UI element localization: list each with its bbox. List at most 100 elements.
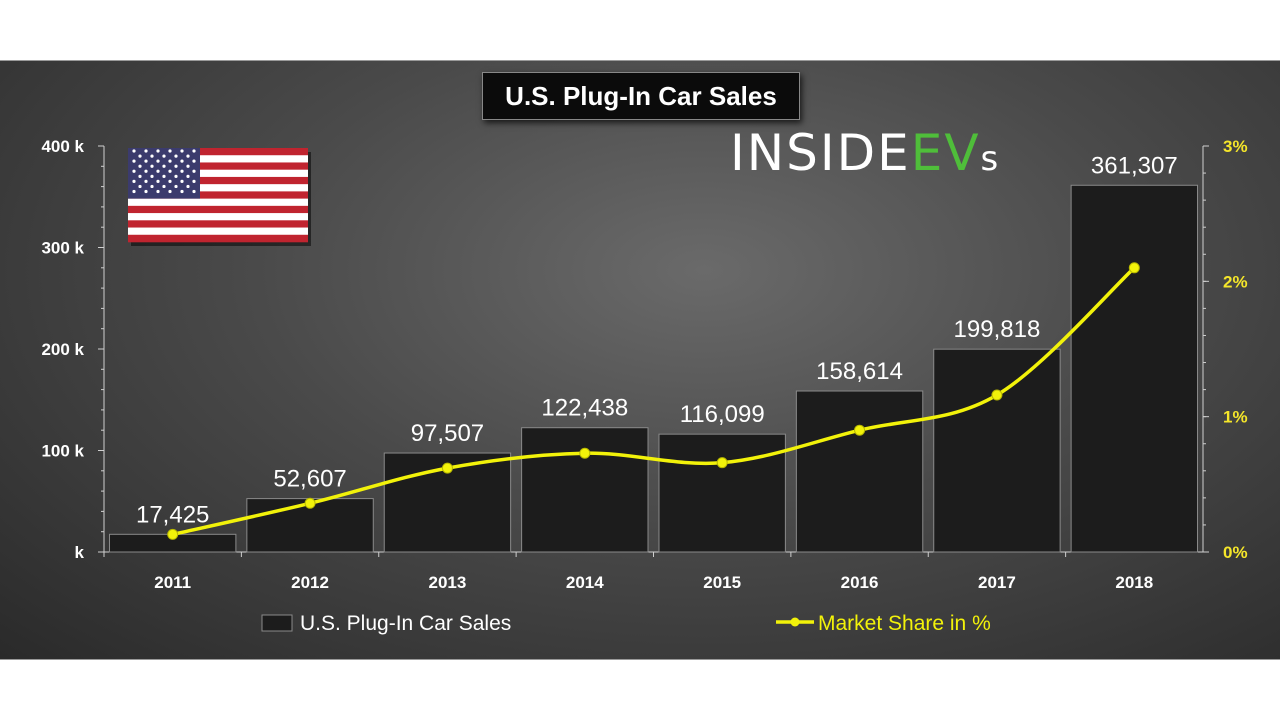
flag-stripe [128, 155, 308, 163]
bar [521, 427, 649, 553]
left-tick-label: 100 k [41, 442, 84, 461]
bar-value-label: 52,607 [273, 466, 346, 493]
legend-line-label: Market Share in % [818, 612, 991, 635]
flag-stripe [128, 169, 308, 178]
flag-stripe [128, 176, 308, 185]
flag-star [192, 169, 196, 173]
flag-star [132, 159, 136, 163]
flag-star [180, 189, 184, 194]
left-tick-label: 200 k [41, 340, 84, 359]
legend-line-marker [790, 617, 800, 627]
flag-stripe [128, 198, 308, 207]
legend: U.S. Plug-In Car Sales Market Share in % [261, 612, 991, 635]
flag-star [150, 164, 154, 168]
x-tick-label: 2017 [978, 573, 1016, 592]
flag-star [174, 164, 178, 168]
bar [933, 348, 1061, 553]
logo-accent: EV [910, 124, 981, 182]
flag-star [150, 184, 154, 189]
right-tick-label: 2% [1223, 272, 1248, 291]
bar [795, 390, 924, 553]
flag-star [168, 149, 172, 153]
flag-star [156, 179, 160, 183]
flag-star [192, 179, 196, 183]
x-tick-label: 2013 [429, 573, 467, 592]
flag-stripe [128, 234, 308, 243]
flag-star [180, 159, 184, 163]
logo-suffix: s [980, 139, 1001, 179]
logo-main: INSIDE [730, 124, 911, 182]
market-share-point [1128, 262, 1140, 274]
flag-stripe [128, 148, 308, 156]
flag-star [150, 174, 154, 178]
axes: k 100 k 200 k 300 k 400 k 0% 1% 2% 3% 2011 2012 201… [41, 137, 1247, 592]
flag-star [132, 169, 136, 173]
flag-star [168, 179, 172, 183]
x-tick-label: 2014 [566, 573, 604, 592]
bar-value-label: 199,818 [954, 316, 1041, 343]
x-tick-label: 2018 [1115, 573, 1153, 592]
bar-value-label: 158,614 [816, 358, 903, 385]
flag-star [150, 154, 154, 158]
flag-star [192, 159, 196, 163]
flag-star [138, 184, 142, 189]
flag-star [192, 149, 196, 153]
flag-stripe [128, 184, 308, 192]
market-share-point [716, 457, 728, 469]
flag-stripe [128, 213, 308, 221]
legend-bar-swatch [261, 614, 293, 632]
flag-stripe [128, 227, 308, 236]
left-tick-label: 300 k [41, 239, 84, 258]
flag-star [144, 189, 148, 194]
flag-stripe [128, 191, 308, 199]
market-share-point [854, 424, 866, 436]
flag-star [174, 154, 178, 158]
bar-value-label: 361,307 [1091, 152, 1178, 179]
flag-star [156, 149, 160, 153]
data-labels: 17,425 52,607 97,507 122,438 116,099 158,614 1… [136, 152, 1178, 528]
flag-stripe [128, 162, 308, 170]
bar-value-label: 97,507 [411, 420, 484, 447]
flag-star [162, 184, 166, 189]
flag-star [168, 189, 172, 194]
flag-star [186, 154, 190, 158]
flag-star [162, 164, 166, 168]
flag-star [138, 174, 142, 178]
flag-star [180, 179, 184, 183]
flag-star [132, 179, 136, 183]
flag-star [180, 149, 184, 153]
legend-bar-label: U.S. Plug-In Car Sales [300, 612, 511, 635]
flag-stripe [128, 205, 308, 214]
x-tick-label: 2015 [703, 573, 741, 592]
flag-star [138, 164, 142, 168]
flag-star [144, 159, 148, 163]
bar-value-label: 122,438 [541, 395, 628, 422]
flag-star [156, 169, 160, 173]
right-tick-label: 3% [1223, 137, 1248, 156]
flag-star [192, 189, 196, 194]
insideevs-logo: INSIDEEVs [730, 128, 1000, 178]
bar-value-label: 116,099 [680, 401, 765, 428]
bar [658, 433, 786, 553]
market-share-point [579, 447, 591, 459]
us-flag-icon [128, 148, 311, 246]
flag-star [132, 149, 136, 153]
flag-stripe [128, 220, 308, 228]
flag-star [186, 174, 190, 178]
market-share-point [441, 462, 453, 474]
flag-star [162, 174, 166, 178]
x-tick-label: 2011 [154, 573, 191, 592]
flag-star [138, 154, 142, 158]
x-tick-label: 2012 [291, 573, 329, 592]
flag-star [168, 159, 172, 163]
x-tick-label: 2016 [841, 573, 879, 592]
left-tick-label: k [75, 543, 85, 562]
flag-star [168, 169, 172, 173]
market-share-point [991, 389, 1003, 401]
flag-star [180, 169, 184, 173]
flag-star [144, 149, 148, 153]
bar [1070, 184, 1199, 553]
flag-star [174, 184, 178, 189]
flag-star [144, 179, 148, 183]
